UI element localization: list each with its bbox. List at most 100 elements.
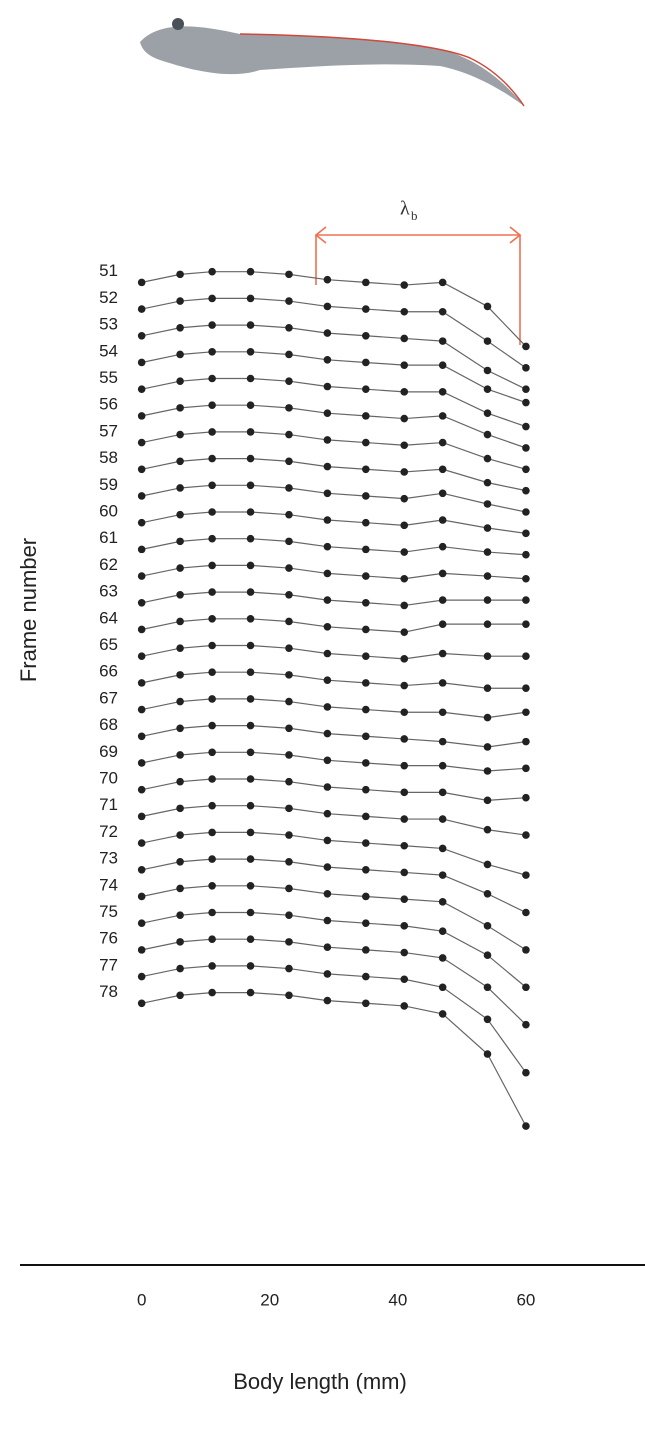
body-point [522,364,530,372]
body-point [285,911,293,919]
body-point [439,927,447,935]
body-point [247,829,255,837]
body-point [522,596,530,604]
x-tick-label: 60 [516,1290,535,1309]
y-tick-label: 68 [99,715,118,734]
body-point [400,628,408,636]
body-point [439,679,447,687]
body-point [484,572,492,580]
body-point [522,399,530,407]
body-point [208,535,216,543]
body-point [285,538,293,546]
frame-line [142,272,526,347]
body-point [208,615,216,623]
body-point [439,279,447,287]
body-point [208,401,216,409]
body-point [522,983,530,991]
body-point [176,484,184,492]
body-point [208,989,216,997]
body-point [439,954,447,962]
body-point [439,490,447,498]
body-point [176,698,184,706]
body-point [285,938,293,946]
body-point [176,324,184,332]
body-point [522,652,530,660]
x-axis-title: Body length (mm) [233,1369,407,1394]
body-point [400,842,408,850]
body-point [138,385,146,393]
body-point [176,831,184,839]
body-point [522,385,530,393]
body-point [176,271,184,279]
body-point [208,428,216,436]
body-point [522,684,530,692]
body-point [522,794,530,802]
body-point [285,431,293,439]
body-point [324,810,332,818]
body-point [484,1050,492,1058]
body-point [138,759,146,767]
body-point [362,305,370,313]
body-point [400,415,408,423]
body-point [247,348,255,356]
body-point [138,332,146,340]
body-point [484,714,492,722]
body-point [400,735,408,743]
body-point [138,973,146,981]
y-tick-label: 59 [99,475,118,494]
body-point [324,623,332,631]
body-point [208,749,216,757]
body-point [362,866,370,874]
body-point [176,351,184,359]
body-point [362,546,370,554]
frame-line [142,646,526,659]
body-point [484,797,492,805]
body-point [285,831,293,839]
body-point [484,684,492,692]
body-point [138,893,146,901]
body-point [208,722,216,730]
body-point [285,965,293,973]
body-point [400,975,408,983]
y-tick-label: 64 [99,608,118,627]
y-tick-label: 71 [99,795,118,814]
body-point [522,946,530,954]
body-point [439,845,447,853]
body-point [285,457,293,465]
body-point [208,829,216,837]
body-point [324,596,332,604]
body-point [208,508,216,516]
body-point [362,652,370,660]
y-tick-label: 57 [99,421,118,440]
body-point [138,546,146,554]
body-point [522,551,530,559]
body-point [522,465,530,473]
body-point [324,970,332,978]
frame-line [142,752,526,771]
body-point [247,535,255,543]
body-point [247,401,255,409]
body-point [285,671,293,679]
body-point [439,708,447,716]
body-point [208,268,216,276]
body-point [439,815,447,823]
frame-line [142,939,526,1024]
body-point [400,522,408,530]
y-tick-label: 77 [99,955,118,974]
body-point [324,703,332,711]
body-point [176,297,184,305]
frame-line [142,806,526,835]
body-point [247,375,255,383]
frame-line [142,832,526,875]
body-point [484,743,492,751]
body-point [522,487,530,495]
body-point [362,786,370,794]
body-point [138,279,146,287]
frame-line [142,913,526,988]
body-point [484,337,492,345]
body-point [324,730,332,738]
y-tick-label: 60 [99,501,118,520]
body-point [522,831,530,839]
body-point [176,538,184,546]
body-point [247,668,255,676]
